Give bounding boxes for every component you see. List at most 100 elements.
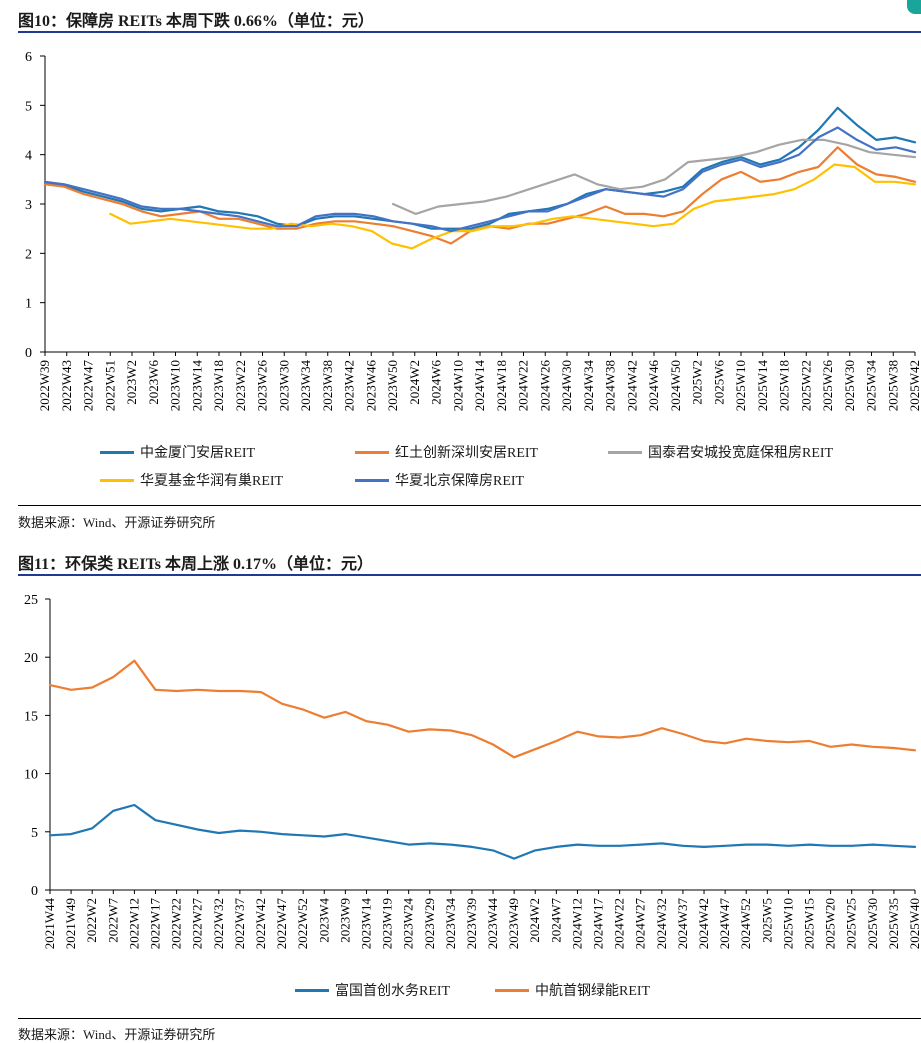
x-tick-label: 2023W34 (298, 360, 313, 412)
x-tick-label: 2025W40 (907, 898, 921, 949)
x-tick-label: 2023W46 (363, 360, 378, 412)
y-tick-label: 6 (25, 50, 32, 65)
y-tick-label: 2 (25, 247, 32, 262)
y-tick-label: 25 (24, 593, 38, 608)
legend-item: 国泰君安城投宽庭保租房REIT (608, 442, 833, 462)
series-line-0 (48, 803, 917, 860)
figure-10-title: 图10：保障房 REITs 本周下跌 0.66%（单位：元） (18, 13, 374, 30)
x-tick-label: 2025W34 (864, 360, 879, 412)
x-tick-label: 2025W42 (907, 360, 921, 411)
x-tick-label: 2023W38 (320, 360, 335, 411)
x-tick-label: 2023W50 (385, 360, 400, 411)
x-tick-label: 2025W20 (823, 898, 838, 949)
x-tick-label: 2024W18 (494, 360, 509, 411)
y-tick-label: 20 (24, 651, 38, 666)
x-tick-label: 2022W7 (105, 898, 120, 943)
x-tick-label: 2023W2 (124, 360, 139, 405)
x-tick-label: 2023W10 (168, 360, 183, 411)
legend-swatch (100, 478, 134, 482)
legend-item: 富国首创水务REIT (295, 980, 450, 1000)
figure-10-source: 数据来源：Wind、开源证券研究所 (18, 515, 216, 530)
y-tick-label: 0 (25, 346, 32, 361)
x-tick-label: 2023W44 (485, 898, 500, 950)
legend-label: 国泰君安城投宽庭保租房REIT (648, 446, 834, 461)
x-tick-label: 2021W49 (63, 898, 78, 949)
legend-label: 华夏基金华润有巢REIT (140, 474, 284, 489)
x-tick-label: 2024W2 (527, 898, 542, 943)
x-tick-label: 2024W7 (548, 898, 563, 943)
x-tick-label: 2024W34 (581, 360, 596, 412)
x-tick-label: 2022W27 (190, 898, 205, 950)
series-line-2 (391, 138, 917, 215)
x-tick-label: 2025W10 (733, 360, 748, 411)
legend-swatch (100, 450, 134, 454)
x-tick-label: 2025W10 (780, 898, 795, 949)
x-tick-label: 2025W26 (820, 360, 835, 412)
x-tick-label: 2024W10 (450, 360, 465, 411)
legend-item: 华夏基金华润有巢REIT (100, 470, 283, 490)
x-tick-label: 2025W15 (802, 898, 817, 949)
legend-label: 华夏北京保障房REIT (395, 474, 525, 489)
legend-item: 红土创新深圳安居REIT (355, 442, 538, 462)
x-tick-label: 2024W27 (633, 898, 648, 950)
x-tick-label: 2025W30 (865, 898, 880, 949)
x-tick-label: 2025W14 (755, 360, 770, 412)
x-tick-label: 2022W52 (295, 898, 310, 949)
legend-label: 富国首创水务REIT (335, 984, 451, 999)
x-tick-label: 2022W47 (81, 360, 96, 412)
x-tick-label: 2024W17 (591, 898, 606, 950)
y-tick-label: 1 (25, 297, 32, 312)
x-tick-label: 2025W30 (842, 360, 857, 411)
x-tick-label: 2025W22 (798, 360, 813, 411)
figure-10-source-rule (18, 505, 921, 506)
x-tick-label: 2023W42 (342, 360, 357, 411)
x-tick-label: 2024W47 (717, 898, 732, 950)
y-tick-label: 4 (25, 149, 32, 164)
legend-swatch (495, 988, 529, 992)
x-tick-label: 2024W22 (516, 360, 531, 411)
legend-swatch (355, 450, 389, 454)
legend-item: 华夏北京保障房REIT (355, 470, 524, 490)
x-tick-label: 2023W29 (422, 898, 437, 949)
x-tick-label: 2024W6 (429, 360, 444, 405)
y-tick-label: 10 (24, 768, 38, 783)
legend-swatch (295, 988, 329, 992)
x-tick-label: 2025W6 (711, 360, 726, 405)
legend-item: 中航首钢绿能REIT (495, 980, 650, 1000)
x-tick-label: 2025W25 (844, 898, 859, 949)
chart-environmental-reits-legend: 富国首创水务REIT 中航首钢绿能REIT (0, 980, 921, 1004)
x-tick-label: 2022W51 (102, 360, 117, 411)
chart-housing-reits-legend: 中金厦门安居REIT 红土创新深圳安居REIT 国泰君安城投宽庭保租房REIT 华夏基… (0, 438, 921, 494)
x-tick-label: 2022W17 (147, 898, 162, 950)
figure-11-source: 数据来源：Wind、开源证券研究所 (18, 1027, 216, 1042)
x-tick-label: 2022W39 (37, 360, 52, 411)
x-tick-label: 2023W24 (401, 898, 416, 950)
legend-swatch (608, 450, 642, 454)
x-tick-label: 2023W26 (255, 360, 270, 412)
x-tick-label: 2022W47 (274, 898, 289, 950)
series-line-1 (48, 659, 917, 759)
x-tick-label: 2024W50 (668, 360, 683, 411)
x-tick-label: 2023W6 (146, 360, 161, 405)
x-tick-label: 2021W44 (42, 898, 57, 950)
x-tick-label: 2024W32 (654, 898, 669, 949)
x-tick-label: 2023W9 (337, 898, 352, 943)
chart-housing-reits: 0 1 2 3 4 5 6 2022W39 2022W43 2022W47 2022W51 2023W… (25, 50, 921, 412)
x-tick-label: 2024W26 (537, 360, 552, 412)
x-tick-label: 2023W19 (380, 898, 395, 949)
x-tick-label: 2023W22 (233, 360, 248, 411)
x-tick-label: 2025W2 (690, 360, 705, 405)
y-tick-label: 5 (31, 826, 38, 841)
x-tick-label: 2023W14 (189, 360, 204, 412)
x-tick-label: 2024W30 (559, 360, 574, 411)
x-tick-label: 2024W22 (612, 898, 627, 949)
series-line-4 (43, 126, 917, 233)
chart-environmental-reits: 0 5 10 15 20 25 2021W44 2021W49 2022W2 2022W7 2022… (24, 593, 921, 950)
x-tick-label: 2024W37 (675, 898, 690, 950)
x-tick-label: 2022W32 (211, 898, 226, 949)
series-line-3 (109, 163, 917, 250)
legend-label: 中航首钢绿能REIT (535, 984, 651, 999)
x-tick-label: 2023W18 (211, 360, 226, 411)
x-tick-label: 2023W34 (443, 898, 458, 950)
figure-11-title-rule (18, 574, 921, 576)
